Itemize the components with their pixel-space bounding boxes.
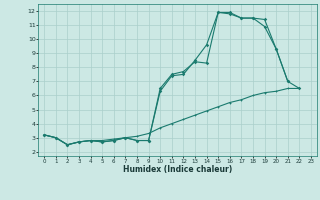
X-axis label: Humidex (Indice chaleur): Humidex (Indice chaleur) [123,165,232,174]
